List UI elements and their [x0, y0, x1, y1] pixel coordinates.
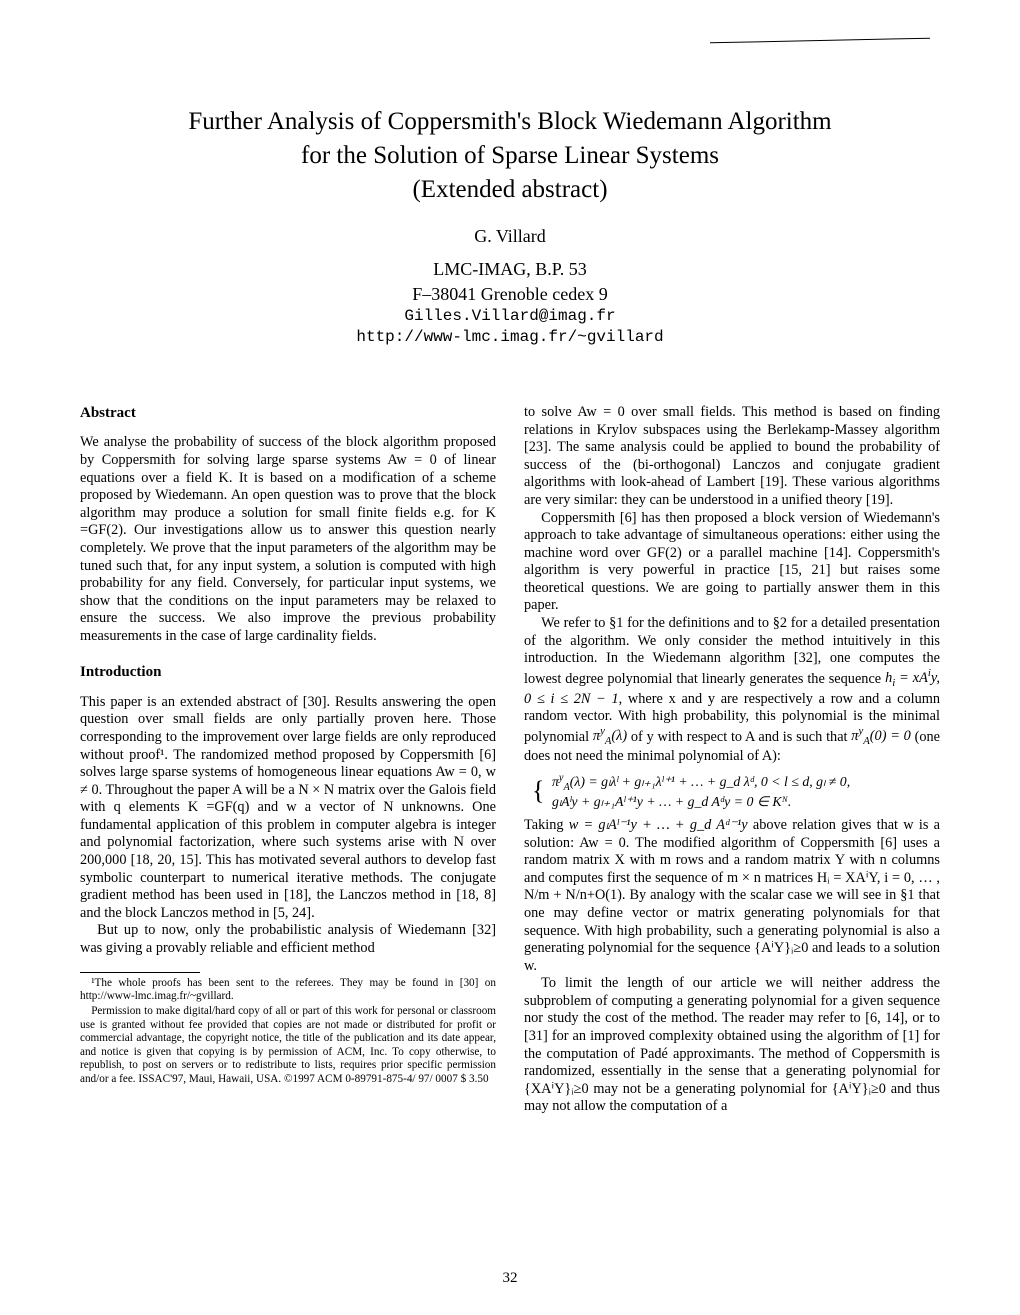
title-block: Further Analysis of Coppersmith's Block …: [80, 105, 940, 206]
r-p2: Coppersmith [6] has then proposed a bloc…: [524, 510, 940, 615]
r-p1: to solve Aw = 0 over small fields. This …: [524, 404, 940, 509]
r-p3a: We refer to §1 for the definitions and t…: [524, 615, 940, 687]
left-brace: {: [532, 781, 544, 802]
abstract-paragraph: We analyse the probability of success of…: [80, 434, 496, 645]
affiliation: LMC-IMAG, B.P. 53 F–38041 Grenoble cedex…: [80, 257, 940, 349]
r-p3c: of y with respect to A and is such that: [627, 728, 851, 744]
affil-line-2: F–38041 Grenoble cedex 9: [80, 282, 940, 306]
abstract-heading: Abstract: [80, 404, 496, 422]
w-def: w = gₗAˡ⁻¹y + … + g_d Aᵈ⁻¹y: [569, 817, 748, 833]
affil-line-1: LMC-IMAG, B.P. 53: [80, 257, 940, 281]
pi0: πyA(0) = 0: [851, 728, 911, 744]
scan-artifact-line: [710, 38, 930, 46]
pi-y-A: πyA(λ): [593, 728, 627, 744]
equation-block: { πyA(λ) = gₗλˡ + gₗ₊₁λˡ⁺¹ + … + g_d λᵈ,…: [532, 772, 940, 811]
title-line-2: for the Solution of Sparse Linear System…: [80, 139, 940, 173]
r-p4a: Taking: [524, 817, 569, 833]
intro-heading: Introduction: [80, 663, 496, 681]
affil-url: http://www-lmc.imag.fr/~gvillard: [80, 327, 940, 349]
title-line-1: Further Analysis of Coppersmith's Block …: [80, 105, 940, 139]
eq-line2: gₗAˡy + gₗ₊₁Aˡ⁺¹y + … + g_d Aᵈy = 0 ∈ Kᴺ…: [552, 794, 791, 809]
intro-p1: This paper is an extended abstract of [3…: [80, 694, 496, 923]
r-p4: Taking w = gₗAˡ⁻¹y + … + g_d Aᵈ⁻¹y above…: [524, 817, 940, 975]
left-column: Abstract We analyse the probability of s…: [80, 404, 496, 1116]
r-p5: To limit the length of our article we wi…: [524, 975, 940, 1116]
footnote-rule: [80, 972, 200, 973]
two-column-body: Abstract We analyse the probability of s…: [80, 404, 940, 1116]
page-number: 32: [0, 1270, 1020, 1287]
author: G. Villard: [80, 226, 940, 247]
eq-line1: πyA(λ) = gₗλˡ + gₗ₊₁λˡ⁺¹ + … + g_d λᵈ, 0…: [552, 774, 850, 789]
r-p4b: above relation gives that w is a solutio…: [524, 817, 940, 974]
right-column: to solve Aw = 0 over small fields. This …: [524, 404, 940, 1116]
intro-p2: But up to now, only the probabilistic an…: [80, 922, 496, 957]
r-p3: We refer to §1 for the definitions and t…: [524, 615, 940, 766]
footnote-permission: Permission to make digital/hard copy of …: [80, 1005, 496, 1086]
footnote-1: ¹The whole proofs has been sent to the r…: [80, 977, 496, 1004]
eq-pi: π: [552, 774, 559, 789]
paper-page: Further Analysis of Coppersmith's Block …: [0, 0, 1020, 1315]
title-line-3: (Extended abstract): [80, 173, 940, 207]
eq-l1-rest: (λ) = gₗλˡ + gₗ₊₁λˡ⁺¹ + … + g_d λᵈ, 0 < …: [570, 774, 850, 789]
affil-email: Gilles.Villard@imag.fr: [80, 306, 940, 328]
